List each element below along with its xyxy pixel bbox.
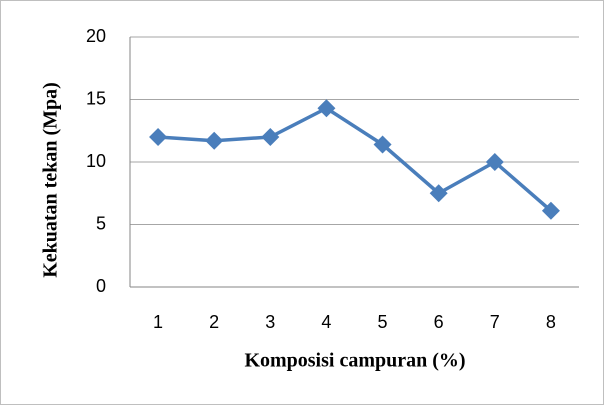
y-tick-label: 10 [86, 151, 106, 171]
data-point [261, 128, 280, 146]
x-tick-label: 6 [434, 312, 444, 332]
data-line [157, 106, 553, 213]
data-point [373, 135, 392, 154]
x-tick-label: 1 [153, 312, 163, 332]
x-tick-label: 7 [490, 312, 500, 332]
data-point [149, 128, 168, 146]
data-point [205, 131, 224, 150]
x-tick-label: 4 [321, 312, 331, 332]
data-point [429, 184, 448, 203]
y-axis-title: Kekuatan tekan (Mpa) [40, 82, 62, 278]
y-tick-label: 0 [96, 276, 106, 296]
data-point [317, 99, 336, 118]
y-tick-label: 20 [86, 26, 106, 46]
x-tick-label: 8 [546, 312, 556, 332]
data-point [485, 153, 504, 171]
x-tick-label: 3 [265, 312, 275, 332]
y-tick-label: 5 [96, 213, 106, 233]
x-axis-title: Komposisi campuran (%) [244, 350, 465, 372]
x-tick-label: 5 [378, 312, 388, 332]
y-tick-label: 15 [86, 88, 106, 108]
data-point [541, 201, 560, 220]
x-tick-label: 2 [209, 312, 219, 332]
